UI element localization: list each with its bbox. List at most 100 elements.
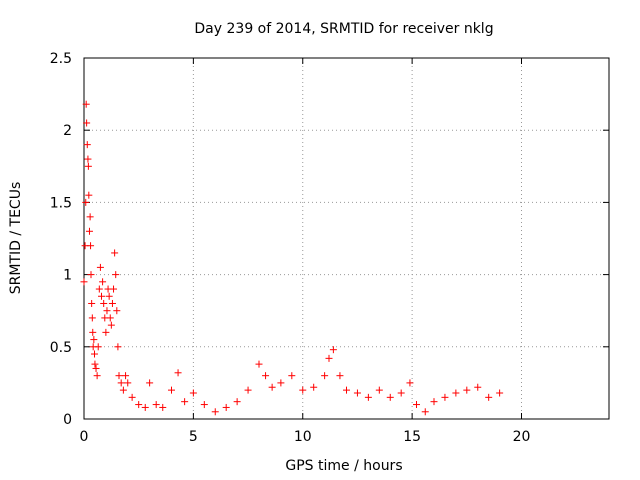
data-point <box>103 307 111 315</box>
data-point <box>115 372 123 380</box>
data-point <box>406 379 414 387</box>
data-point <box>189 389 197 397</box>
data-point <box>114 343 122 351</box>
data-point <box>421 408 429 416</box>
data-point <box>102 328 110 336</box>
data-point <box>200 401 208 409</box>
data-point <box>299 386 307 394</box>
y-tick-label: 1.5 <box>50 195 72 211</box>
data-point <box>336 372 344 380</box>
data-point <box>92 364 100 372</box>
x-tick-label: 20 <box>513 429 531 445</box>
data-point <box>83 141 91 149</box>
x-tick-label: 5 <box>189 429 198 445</box>
data-point <box>430 398 438 406</box>
data-point <box>88 314 96 322</box>
data-point <box>321 372 329 380</box>
data-point <box>99 278 107 286</box>
tick-layer: 0 5 10 15 20 0 0.5 1 1.5 2 2.5 <box>50 51 609 445</box>
x-tick-label: 0 <box>80 429 89 445</box>
data-point <box>159 403 167 411</box>
data-point <box>93 372 101 380</box>
y-tick-label: 0 <box>63 412 72 428</box>
y-axis-label: SRMTID / TECUs <box>8 182 24 295</box>
x-tick-label: 15 <box>403 429 421 445</box>
data-point <box>364 393 372 401</box>
data-point <box>343 386 350 394</box>
data-point <box>441 393 449 401</box>
data-point <box>107 321 115 329</box>
data-point <box>413 401 420 409</box>
data-point <box>84 155 92 163</box>
plot-frame <box>83 57 610 420</box>
data-point <box>94 343 102 351</box>
data-point <box>98 292 105 300</box>
data-point <box>233 398 241 406</box>
data-point <box>87 271 95 279</box>
data-point <box>91 350 98 358</box>
data-point <box>80 278 88 286</box>
data-point <box>112 271 120 279</box>
data-point <box>106 314 114 322</box>
data-point <box>262 372 270 380</box>
data-point <box>386 393 394 401</box>
data-point <box>288 372 296 380</box>
data-point <box>85 191 93 199</box>
data-point <box>86 213 94 221</box>
y-tick-label: 2.5 <box>50 51 72 67</box>
data-point <box>485 393 493 401</box>
data-point <box>146 379 154 387</box>
data-point <box>168 386 175 394</box>
x-tick-label: 10 <box>294 429 312 445</box>
data-point <box>100 299 108 307</box>
data-point <box>111 249 119 257</box>
data-point <box>124 379 132 387</box>
data-point <box>85 227 93 235</box>
data-point <box>310 383 318 391</box>
y-tick-label: 0.5 <box>50 340 72 356</box>
data-point <box>141 403 149 411</box>
data-point <box>128 393 136 401</box>
data-point <box>325 354 333 362</box>
data-point <box>255 360 263 368</box>
chart-title: Day 239 of 2014, SRMTID for receiver nkl… <box>194 21 493 37</box>
data-point <box>95 285 103 293</box>
data-point <box>329 346 337 354</box>
data-point <box>105 292 113 300</box>
data-point <box>84 162 92 170</box>
data-point <box>353 389 361 397</box>
y-tick-label: 2 <box>63 123 72 139</box>
data-point <box>211 408 219 416</box>
data-point <box>496 389 504 397</box>
data-point <box>82 198 90 206</box>
data-point <box>83 119 91 127</box>
data-point <box>268 383 276 391</box>
data-point <box>397 389 405 397</box>
data-point <box>181 398 189 406</box>
data-point <box>119 386 127 394</box>
data-point <box>108 299 116 307</box>
data-point <box>277 379 285 387</box>
mark-layer <box>80 100 504 416</box>
y-tick-label: 1 <box>63 268 72 284</box>
data-point <box>110 285 118 293</box>
data-point <box>452 389 460 397</box>
data-point <box>113 307 121 315</box>
data-point <box>375 386 383 394</box>
data-point <box>244 386 252 394</box>
data-point <box>222 403 230 411</box>
data-point <box>474 383 482 391</box>
data-point <box>117 379 125 387</box>
data-point <box>135 401 143 409</box>
data-point <box>89 328 97 336</box>
data-point <box>88 299 96 307</box>
x-axis-label: GPS time / hours <box>285 458 402 474</box>
data-point <box>87 242 95 250</box>
data-point <box>463 386 471 394</box>
data-point <box>96 263 104 271</box>
data-point <box>82 100 90 108</box>
data-point <box>91 360 99 368</box>
grid-layer <box>84 58 609 419</box>
data-point <box>90 336 98 344</box>
